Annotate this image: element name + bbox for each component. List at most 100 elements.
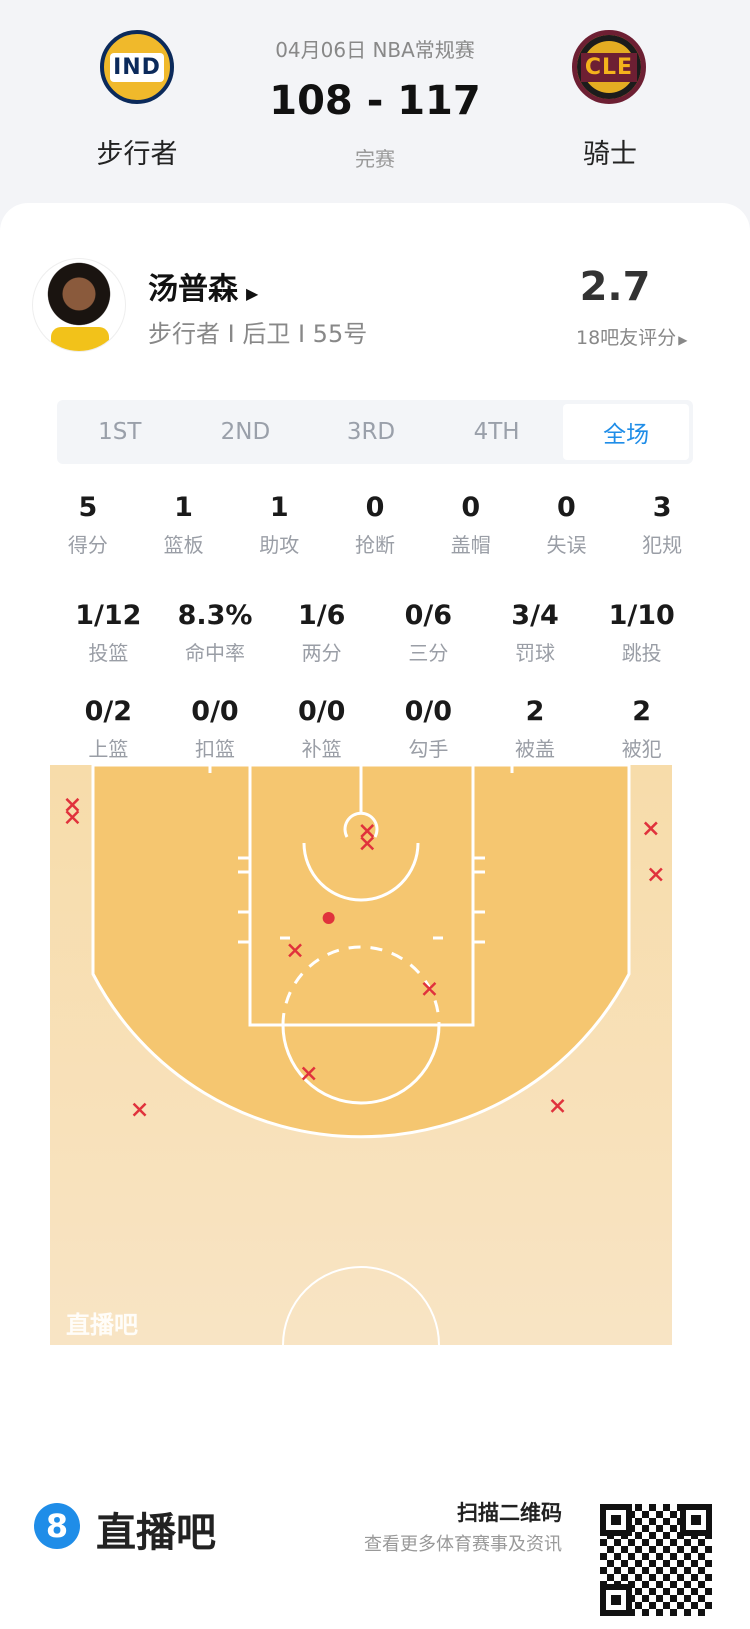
stat-label: 跳投 — [621, 641, 662, 665]
tab-1st[interactable]: 1ST — [98, 419, 142, 445]
player-avatar[interactable] — [32, 258, 126, 352]
stat-cell: 3/4 罚球 — [482, 600, 589, 666]
stat-label: 被盖 — [515, 737, 556, 761]
cle-team-logo[interactable]: CLE — [572, 30, 646, 104]
rating-link[interactable]: 18吧友评分 ▶ — [576, 327, 688, 349]
restricted-area — [302, 842, 420, 902]
ind-team-logo[interactable]: IND — [100, 30, 174, 104]
stat-label: 被犯 — [621, 737, 662, 761]
stat-value: 1 — [269, 492, 289, 523]
stat-label: 三分 — [408, 641, 449, 665]
stat-cell: 8.3% 命中率 — [162, 600, 269, 666]
stat-value: 0/0 — [191, 696, 239, 727]
stats-row: 1/12 投篮 8.3% 命中率 1/6 两分 0/6 三分 3/4 罚球 1/10 跳投 — [55, 600, 695, 666]
jersey-shape — [51, 327, 109, 351]
stat-value: 3 — [652, 492, 672, 523]
stat-label: 两分 — [301, 641, 342, 665]
free-throw-circle — [281, 1024, 441, 1105]
shot-missed-marker — [360, 824, 375, 838]
brand-logo-icon: 8 — [34, 1503, 80, 1549]
stat-cell: 0/6 三分 — [375, 600, 482, 666]
court-lines — [91, 765, 631, 1345]
stat-cell: 0 抢断 — [327, 492, 423, 558]
stat-cell: 0/0 扣篮 — [162, 696, 269, 762]
qr-code[interactable] — [600, 1504, 712, 1616]
stat-cell: 1/10 跳投 — [588, 600, 695, 666]
qr-title: 扫描二维码 — [457, 1501, 562, 1525]
stat-cell: 0/2 上篮 — [55, 696, 162, 762]
home-team-name[interactable]: 步行者 — [96, 139, 178, 170]
center-circle — [282, 1266, 440, 1345]
stat-cell: 3 犯规 — [614, 492, 710, 558]
shot-missed-marker — [132, 1102, 147, 1117]
stat-value: 1/10 — [608, 600, 675, 631]
stat-label: 命中率 — [185, 641, 245, 665]
shot-made-marker — [322, 912, 335, 925]
shot-missed-marker — [643, 821, 658, 836]
stat-cell: 2 被盖 — [482, 696, 589, 762]
stat-label: 抢断 — [355, 533, 396, 557]
tab-3rd[interactable]: 3RD — [346, 419, 396, 445]
stat-label: 投篮 — [88, 641, 129, 665]
shot-missed-marker — [288, 943, 302, 958]
tab-4th[interactable]: 4TH — [473, 419, 520, 445]
stat-label: 补篮 — [301, 737, 342, 761]
player-name[interactable]: 汤普森 ▶ — [148, 272, 259, 307]
paint — [248, 765, 475, 1027]
rim — [343, 811, 379, 838]
stat-cell: 2 被犯 — [588, 696, 695, 762]
stat-cell: 0/0 勾手 — [375, 696, 482, 762]
stat-label: 得分 — [67, 533, 108, 557]
stat-value: 0 — [461, 492, 481, 523]
stat-label: 失误 — [546, 533, 587, 557]
stat-label: 助攻 — [259, 533, 300, 557]
stat-value: 3/4 — [511, 600, 559, 631]
stat-cell: 1/6 两分 — [268, 600, 375, 666]
stats-row: 0/2 上篮 0/0 扣篮 0/0 补篮 0/0 勾手 2 被盖 2 被犯 — [55, 696, 695, 762]
period-tabs: 1ST 2ND 3RD 4TH 全场 — [57, 400, 693, 464]
shot-missed-marker — [301, 1066, 316, 1081]
caret-right-icon: ▶ — [246, 284, 259, 303]
stat-label: 扣篮 — [195, 737, 235, 761]
stat-value: 5 — [78, 492, 98, 523]
qr-subtitle: 查看更多体育赛事及资讯 — [364, 1534, 562, 1555]
shot-missed-marker — [550, 1098, 565, 1113]
shot-missed-marker — [422, 982, 437, 996]
three-point-area — [91, 765, 631, 1139]
tab-full-game[interactable]: 全场 — [563, 404, 689, 460]
stat-label: 勾手 — [408, 737, 449, 761]
stat-value: 0/2 — [84, 696, 133, 727]
stat-value: 0/0 — [404, 696, 453, 727]
stat-label: 篮板 — [163, 533, 204, 557]
stat-value: 8.3% — [177, 600, 253, 631]
stat-value: 1/6 — [297, 600, 346, 631]
stats-row: 5 得分 1 篮板 1 助攻 0 抢断 0 盖帽 0 失误 3 犯规 — [40, 492, 710, 558]
shot-chart: 直播吧 — [50, 765, 672, 1345]
watermark: 直播吧 — [66, 1311, 138, 1339]
shot-missed-marker — [65, 810, 80, 825]
away-team-name[interactable]: 骑士 — [583, 139, 637, 170]
brand-name: 直播吧 — [96, 1510, 216, 1556]
stat-cell: 1/12 投篮 — [55, 600, 162, 666]
stat-label: 盖帽 — [450, 533, 491, 557]
stat-cell: 1 篮板 — [136, 492, 232, 558]
stat-value: 0/6 — [404, 600, 453, 631]
match-status: 完赛 — [355, 147, 395, 171]
shot-missed-marker — [360, 836, 375, 851]
stat-cell: 1 助攻 — [231, 492, 327, 558]
match-date-league: 04月06日 NBA常规赛 — [275, 38, 475, 62]
player-info: 步行者 I 后卫 I 55号 — [148, 320, 368, 348]
caret-right-icon: ▶ — [678, 333, 688, 347]
stat-label: 上篮 — [88, 737, 129, 761]
stat-label: 罚球 — [515, 641, 556, 665]
stat-value: 2 — [632, 696, 652, 727]
stat-cell: 0 失误 — [519, 492, 615, 558]
tab-2nd[interactable]: 2ND — [220, 419, 271, 445]
stat-cell: 0 盖帽 — [423, 492, 519, 558]
stat-value: 0 — [365, 492, 385, 523]
stat-value: 1/12 — [75, 600, 142, 631]
stat-value: 2 — [525, 696, 545, 727]
court-svg — [50, 765, 672, 1345]
stat-value: 1 — [174, 492, 193, 523]
stat-value: 0 — [557, 492, 576, 523]
